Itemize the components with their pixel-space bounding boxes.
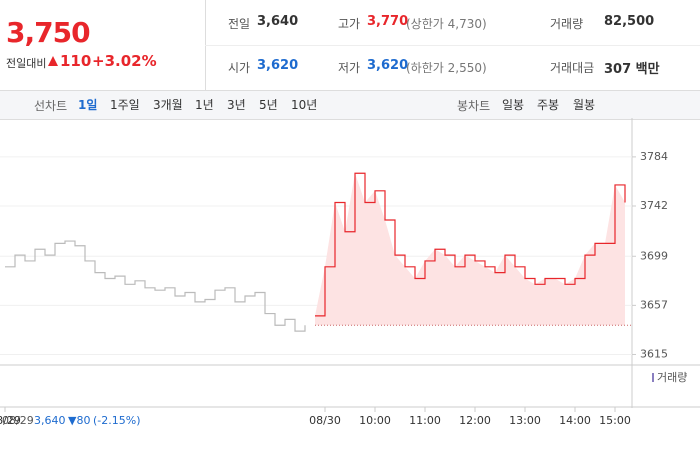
- footer-date: 08/29: [2, 414, 34, 427]
- stat-value: 3,770: [367, 14, 409, 29]
- x-tick-label: 15:00: [599, 414, 631, 427]
- chart: 거래량 3615 3657 3699 3742 3784 08/29 08/30 10:00 1…: [0, 118, 700, 427]
- price-line: [5, 240, 306, 332]
- stat-value: 3,620: [367, 58, 409, 73]
- change: 110: [60, 52, 92, 70]
- tab[interactable]: 1일: [78, 98, 98, 112]
- footer-change: ▼80: [68, 414, 91, 427]
- stat-value: 3,620: [257, 58, 299, 73]
- legend-label: 거래량: [657, 371, 687, 384]
- stat-label: 거래대금: [550, 61, 595, 75]
- tab[interactable]: 주봉: [537, 98, 560, 112]
- price-line: [315, 172, 626, 317]
- stat-label: 고가: [338, 17, 361, 31]
- tab-bar: [0, 90, 700, 120]
- y-tick-label: 3742: [640, 199, 668, 212]
- tab[interactable]: 1년: [195, 98, 214, 112]
- tab[interactable]: 3개월: [153, 98, 183, 112]
- tab-group-label: 봉차트: [457, 99, 491, 113]
- change-label: 전일대비: [6, 57, 47, 70]
- stat-note: (하한가 2,550): [406, 61, 487, 75]
- x-tick-label: 08/29: [0, 414, 21, 427]
- up-icon: [48, 56, 58, 66]
- tab[interactable]: 일봉: [502, 98, 525, 112]
- stat-value: 307 백만: [604, 62, 660, 77]
- x-tick-label: 12:00: [459, 414, 491, 427]
- footer-close: 3,640: [34, 414, 66, 427]
- legend-swatch: [652, 373, 654, 382]
- y-tick-label: 3699: [640, 249, 668, 262]
- x-tick-label: 08/30: [309, 414, 341, 427]
- y-tick-label: 3615: [640, 347, 668, 360]
- tab[interactable]: 5년: [259, 98, 278, 112]
- y-tick-label: 3657: [640, 298, 668, 311]
- stat-label: 전일: [228, 17, 251, 31]
- stat-label: 거래량: [550, 17, 584, 31]
- y-tick-label: 3784: [640, 150, 668, 163]
- tab[interactable]: 10년: [291, 98, 318, 112]
- stat-note: (상한가 4,730): [406, 17, 487, 31]
- area: [315, 173, 625, 326]
- tab[interactable]: 월봉: [573, 98, 596, 112]
- stat-label: 저가: [338, 61, 361, 75]
- change-rate: +3.02%: [92, 52, 157, 70]
- divider: [205, 45, 700, 46]
- tab-group-label: 선차트: [34, 99, 68, 113]
- x-tick-label: 13:00: [509, 414, 541, 427]
- tab[interactable]: 1주일: [110, 98, 140, 112]
- stat-value: 3,640: [257, 14, 299, 29]
- x-tick-label: 10:00: [359, 414, 391, 427]
- x-tick-label: 11:00: [409, 414, 441, 427]
- x-tick-label: 14:00: [559, 414, 591, 427]
- footer-rate: (-2.15%): [93, 414, 141, 427]
- stat-label: 시가: [228, 61, 251, 75]
- price: 3,750: [6, 16, 91, 49]
- stat-value: 82,500: [604, 14, 655, 29]
- tab[interactable]: 3년: [227, 98, 246, 112]
